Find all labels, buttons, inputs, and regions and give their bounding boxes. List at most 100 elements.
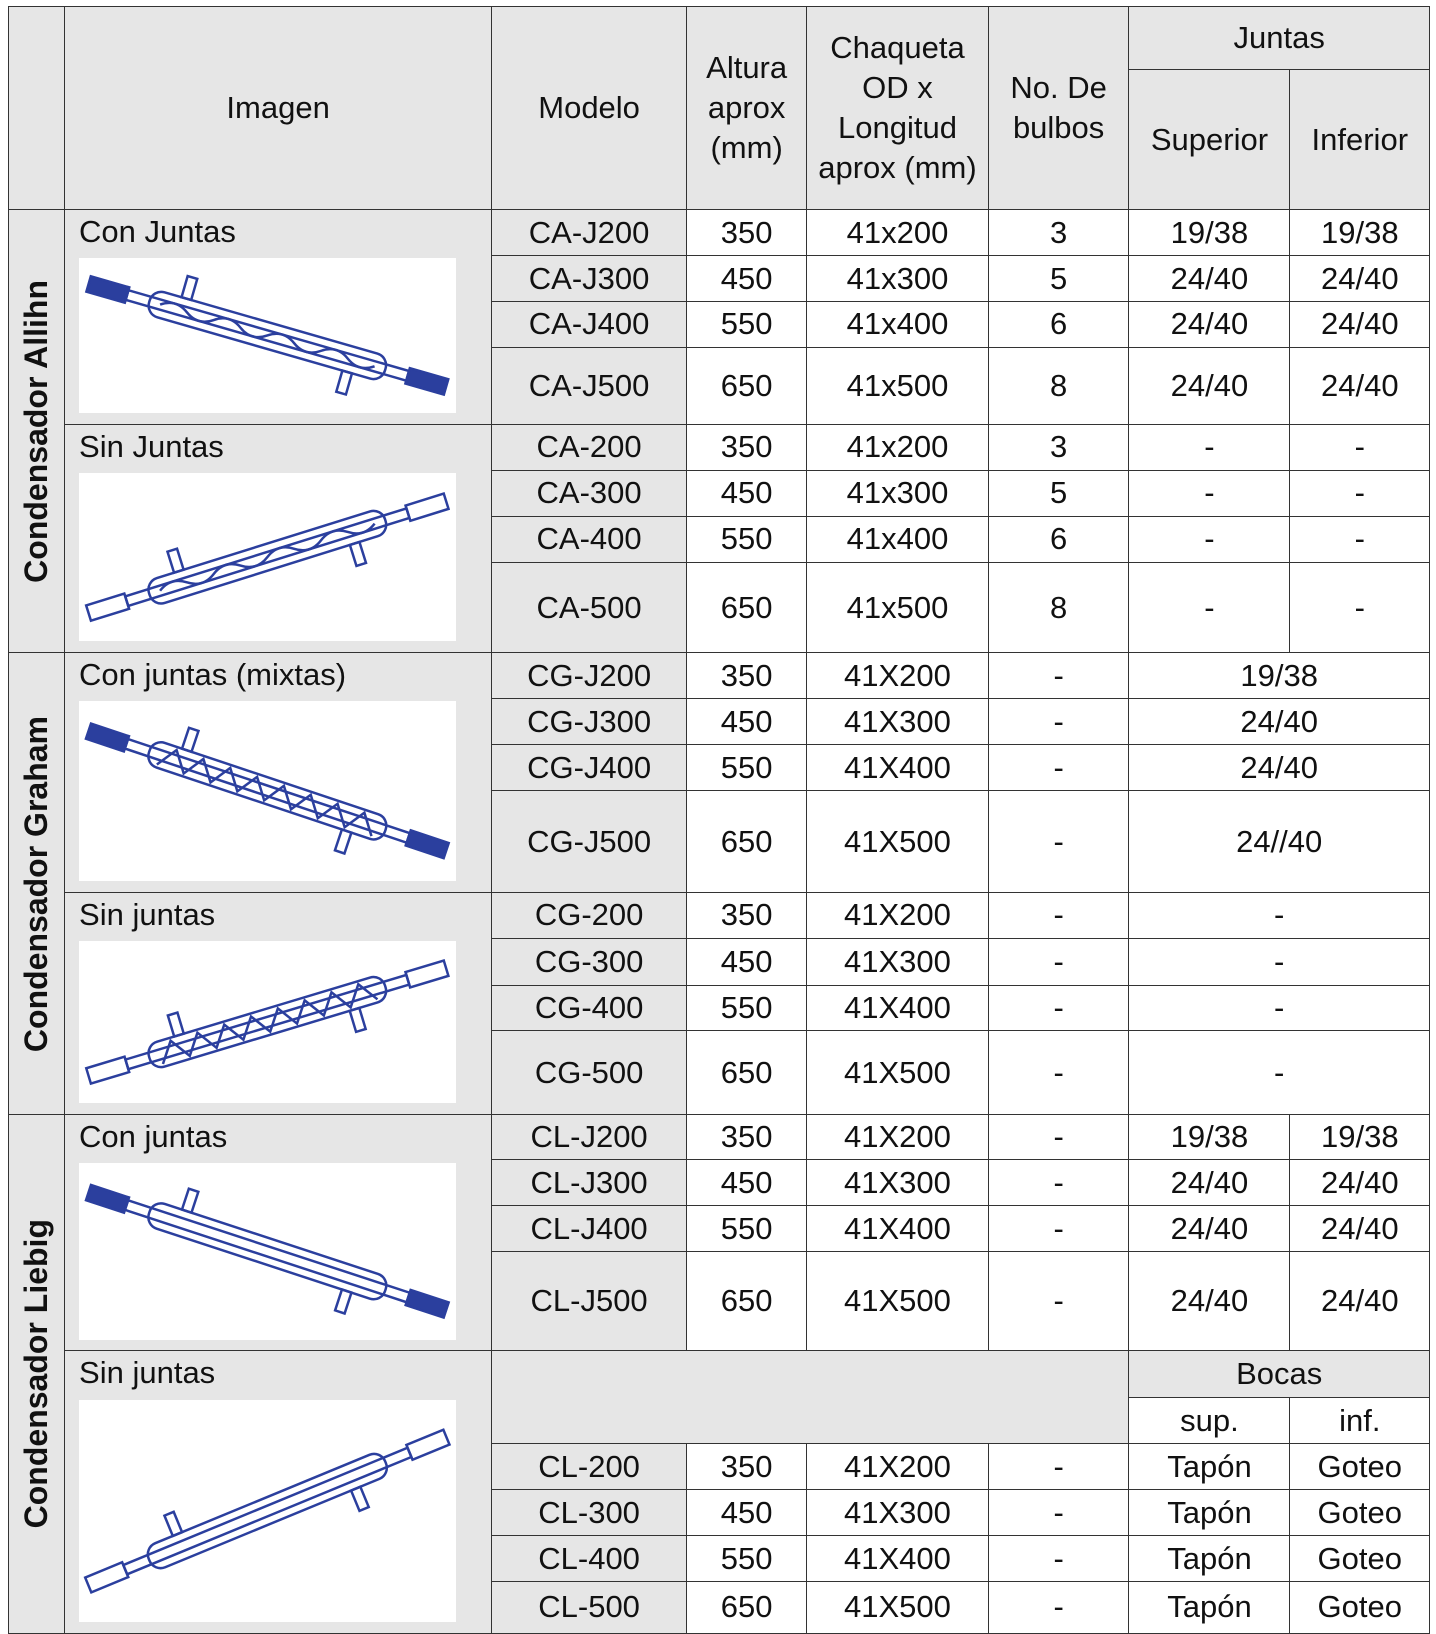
- data-cell: 550: [686, 985, 807, 1032]
- data-cell: 41x500: [806, 562, 989, 653]
- data-cell: -: [1128, 424, 1291, 472]
- data-cell: 19/38: [1128, 209, 1291, 257]
- header-cell: Superior: [1128, 69, 1291, 210]
- data-cell: 650: [686, 562, 807, 653]
- model-cell: CL-J300: [491, 1159, 688, 1206]
- data-cell: 650: [686, 1581, 807, 1634]
- group-name: Condensador Graham: [16, 716, 58, 1052]
- data-cell: 24/40: [1289, 1251, 1430, 1352]
- subgroup-label: Con juntas: [79, 1117, 227, 1157]
- model-cell: CG-200: [491, 892, 688, 940]
- data-cell: 41x200: [806, 209, 989, 257]
- model-cell: CG-J500: [491, 790, 688, 893]
- data-cell: -: [988, 1251, 1130, 1352]
- data-cell: 8: [988, 562, 1130, 653]
- model-cell: CA-J200: [491, 209, 688, 257]
- group-name: Condensador Liebig: [16, 1219, 58, 1528]
- model-cell: CL-J400: [491, 1205, 688, 1253]
- group-name: Condensador Allihn: [16, 280, 58, 583]
- data-cell: 19/38: [1289, 209, 1430, 257]
- subgroup-label: Sin Juntas: [79, 427, 224, 467]
- subgroup-label: Sin juntas: [79, 895, 215, 935]
- model-cell: CA-300: [491, 470, 688, 517]
- data-cell: 450: [686, 1159, 807, 1206]
- data-cell: 41x500: [806, 347, 989, 425]
- data-cell: 550: [686, 301, 807, 349]
- data-cell: -: [988, 938, 1130, 986]
- data-cell: 41X400: [806, 744, 989, 792]
- data-cell: 41X300: [806, 1159, 989, 1206]
- model-cell: CG-J200: [491, 652, 688, 700]
- condenser-image: [79, 1163, 456, 1340]
- data-cell: -: [1128, 938, 1430, 986]
- data-cell: 19/38: [1128, 1114, 1291, 1161]
- data-cell: 24/40: [1128, 744, 1430, 792]
- model-cell: CA-500: [491, 562, 688, 653]
- data-cell: 41X300: [806, 938, 989, 986]
- model-cell: CG-300: [491, 938, 688, 986]
- data-cell: 650: [686, 1030, 807, 1115]
- data-cell: -: [988, 1114, 1130, 1161]
- data-cell: 350: [686, 892, 807, 940]
- blank-cell: [491, 1350, 1130, 1444]
- data-cell: -: [988, 1535, 1130, 1582]
- data-cell: 41X200: [806, 892, 989, 940]
- header-cell: No. De bulbos: [988, 6, 1130, 210]
- model-cell: CA-J400: [491, 301, 688, 349]
- data-cell: -: [988, 790, 1130, 893]
- data-cell: 350: [686, 1114, 807, 1161]
- data-cell: -: [988, 985, 1130, 1032]
- data-cell: -: [988, 1030, 1130, 1115]
- model-cell: CA-J300: [491, 255, 688, 302]
- ports-title: Bocas: [1128, 1350, 1430, 1398]
- data-cell: 41X300: [806, 698, 989, 745]
- model-cell: CL-400: [491, 1535, 688, 1582]
- data-cell: 24/40: [1128, 255, 1291, 302]
- data-cell: 41X300: [806, 1489, 989, 1537]
- data-cell: 41X400: [806, 1205, 989, 1253]
- data-cell: -: [988, 1159, 1130, 1206]
- ports-lower: inf.: [1289, 1397, 1430, 1445]
- data-cell: 5: [988, 255, 1130, 302]
- image-cell: Con Juntas: [64, 209, 492, 425]
- data-cell: -: [1289, 562, 1430, 653]
- data-cell: -: [1289, 424, 1430, 472]
- header-cell: Chaqueta OD x Longitud aprox (mm): [806, 6, 989, 210]
- data-cell: 41X500: [806, 1581, 989, 1634]
- data-cell: 41X400: [806, 1535, 989, 1582]
- data-cell: Goteo: [1289, 1535, 1430, 1582]
- data-cell: -: [988, 744, 1130, 792]
- header-cell: Juntas: [1128, 6, 1430, 71]
- data-cell: 650: [686, 1251, 807, 1352]
- data-cell: 24//40: [1128, 790, 1430, 893]
- data-cell: 24/40: [1289, 1205, 1430, 1253]
- data-cell: 41X200: [806, 1114, 989, 1161]
- data-cell: -: [1128, 562, 1291, 653]
- data-cell: Goteo: [1289, 1443, 1430, 1490]
- data-cell: 24/40: [1289, 301, 1430, 349]
- model-cell: CG-400: [491, 985, 688, 1032]
- data-cell: 550: [686, 1535, 807, 1582]
- data-cell: -: [1289, 516, 1430, 564]
- data-cell: 550: [686, 516, 807, 564]
- data-cell: Tapón: [1128, 1535, 1291, 1582]
- data-cell: 550: [686, 744, 807, 792]
- data-cell: -: [988, 1443, 1130, 1490]
- data-cell: 450: [686, 938, 807, 986]
- condenser-image: [79, 941, 456, 1103]
- image-cell: Sin juntas: [64, 892, 492, 1116]
- data-cell: 3: [988, 209, 1130, 257]
- data-cell: 24/40: [1289, 347, 1430, 425]
- model-cell: CL-J200: [491, 1114, 688, 1161]
- data-cell: -: [988, 1581, 1130, 1634]
- model-cell: CL-200: [491, 1443, 688, 1490]
- data-cell: 41x400: [806, 516, 989, 564]
- data-cell: 6: [988, 301, 1130, 349]
- data-cell: -: [988, 892, 1130, 940]
- data-cell: -: [1128, 985, 1430, 1032]
- model-cell: CL-500: [491, 1581, 688, 1634]
- data-cell: 24/40: [1128, 301, 1291, 349]
- data-cell: Goteo: [1289, 1581, 1430, 1634]
- data-cell: 41X500: [806, 1030, 989, 1115]
- group-label: Condensador Allihn: [8, 209, 65, 654]
